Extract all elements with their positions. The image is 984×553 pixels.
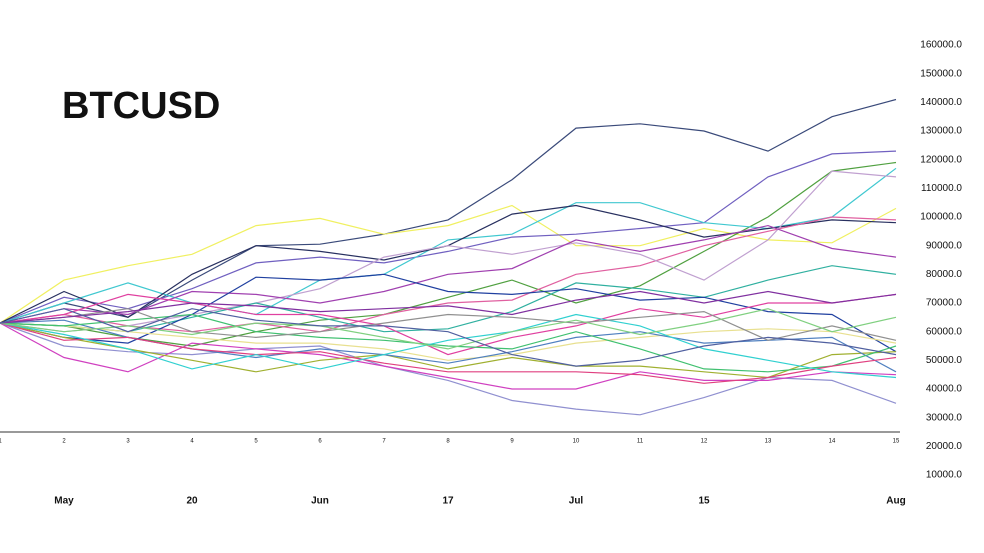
- series-line: [0, 150, 897, 324]
- y-tick-label: 80000.0: [926, 269, 963, 280]
- y-tick-label: 110000.0: [921, 183, 962, 194]
- y-tick-label: 150000.0: [920, 68, 962, 79]
- x-tick-label: 7: [382, 439, 386, 445]
- y-tick-label: 100000.0: [920, 212, 962, 223]
- y-tick-label: 20000.0: [926, 441, 963, 452]
- series-line: [0, 161, 897, 347]
- x-tick-label: 8: [446, 439, 450, 445]
- series-line: [0, 308, 897, 341]
- x-tick-label: 3: [126, 439, 130, 445]
- date-label: 20: [186, 496, 198, 507]
- series-line: [0, 313, 897, 379]
- y-tick-label: 120000.0: [920, 154, 962, 165]
- y-tick-label: 60000.0: [926, 326, 963, 337]
- x-tick-label: 12: [701, 439, 708, 445]
- date-label: Jul: [569, 496, 584, 507]
- x-tick-label: 1: [0, 439, 2, 445]
- x-tick-label: 2: [62, 439, 66, 445]
- series-line: [0, 170, 897, 333]
- date-label: 15: [698, 496, 710, 507]
- series-line: [0, 308, 897, 367]
- x-tick-label: 11: [637, 439, 644, 445]
- date-label: Aug: [886, 496, 905, 507]
- series-line: [0, 265, 897, 333]
- x-tick-label: 4: [190, 439, 194, 445]
- x-tick-label: 6: [318, 439, 322, 445]
- series-line: [0, 322, 897, 361]
- date-label: 17: [442, 496, 454, 507]
- x-tick-label: 10: [573, 439, 580, 445]
- y-tick-label: 70000.0: [926, 298, 963, 309]
- x-tick-label: 5: [254, 439, 258, 445]
- series-line: [0, 322, 897, 384]
- series-line: [0, 216, 897, 333]
- y-tick-label: 50000.0: [926, 355, 963, 366]
- series-line: [0, 313, 897, 373]
- series-line: [0, 167, 897, 324]
- y-tick-label: 130000.0: [920, 126, 962, 137]
- y-tick-label: 160000.0: [920, 40, 962, 51]
- x-tick-label: 13: [765, 439, 772, 445]
- y-tick-label: 10000.0: [926, 470, 963, 481]
- y-tick-label: 140000.0: [920, 97, 962, 108]
- series-line: [0, 290, 897, 324]
- x-tick-label: 14: [829, 439, 836, 445]
- series-line: [0, 224, 897, 324]
- y-tick-label: 90000.0: [926, 240, 963, 251]
- date-label: Jun: [311, 496, 329, 507]
- x-tick-label: 9: [510, 439, 514, 445]
- date-label: May: [54, 496, 74, 507]
- y-tick-label: 30000.0: [926, 412, 963, 423]
- chart-title: BTCUSD: [62, 85, 220, 127]
- y-tick-label: 40000.0: [926, 384, 963, 395]
- series-line: [0, 293, 897, 356]
- series-line: [0, 322, 897, 390]
- series-line: [0, 98, 897, 324]
- series-line: [0, 322, 897, 379]
- series-line: [0, 308, 897, 350]
- x-tick-label: 15: [893, 439, 900, 445]
